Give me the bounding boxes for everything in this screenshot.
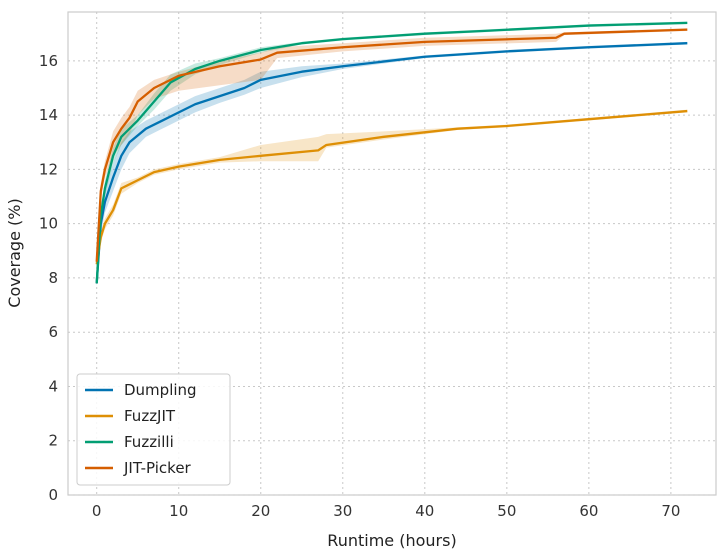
y-axis-label: Coverage (%) bbox=[5, 198, 24, 307]
grid bbox=[68, 12, 716, 496]
x-tick-label: 20 bbox=[251, 502, 270, 520]
line-fuzzjit bbox=[95, 109, 688, 265]
legend-label: Dumpling bbox=[124, 381, 197, 399]
y-tick-label: 8 bbox=[48, 269, 58, 287]
y-tick-label: 6 bbox=[48, 323, 58, 341]
y-tick-label: 10 bbox=[39, 215, 58, 233]
x-tick-label: 50 bbox=[497, 502, 516, 520]
y-tick-label: 14 bbox=[39, 106, 58, 124]
x-tick-label: 0 bbox=[92, 502, 102, 520]
legend-label: Fuzzilli bbox=[124, 433, 174, 451]
legend-label: FuzzJIT bbox=[124, 407, 176, 425]
y-tick-label: 16 bbox=[39, 52, 58, 70]
y-tick-label: 2 bbox=[48, 432, 58, 450]
y-tick-label: 4 bbox=[48, 377, 58, 395]
x-axis-label: Runtime (hours) bbox=[327, 531, 456, 550]
tick-labels: 0 10 20 30 40 50 60 70 0 2 4 6 8 10 12 14 16 bbox=[39, 52, 681, 520]
x-tick-label: 40 bbox=[415, 502, 434, 520]
line-dumpling bbox=[95, 42, 688, 284]
x-tick-label: 60 bbox=[579, 502, 598, 520]
y-tick-label: 0 bbox=[48, 486, 58, 504]
legend: Dumpling FuzzJIT Fuzzilli JIT-Picker bbox=[76, 373, 231, 486]
line-fuzzilli bbox=[95, 21, 688, 284]
line-jit-picker bbox=[95, 28, 688, 262]
x-tick-label: 70 bbox=[661, 502, 680, 520]
x-tick-label: 30 bbox=[333, 502, 352, 520]
series-lines bbox=[95, 21, 688, 284]
y-tick-label: 12 bbox=[39, 160, 58, 178]
legend-label: JIT-Picker bbox=[123, 459, 192, 477]
x-tick-label: 10 bbox=[169, 502, 188, 520]
legend-box bbox=[76, 373, 231, 486]
